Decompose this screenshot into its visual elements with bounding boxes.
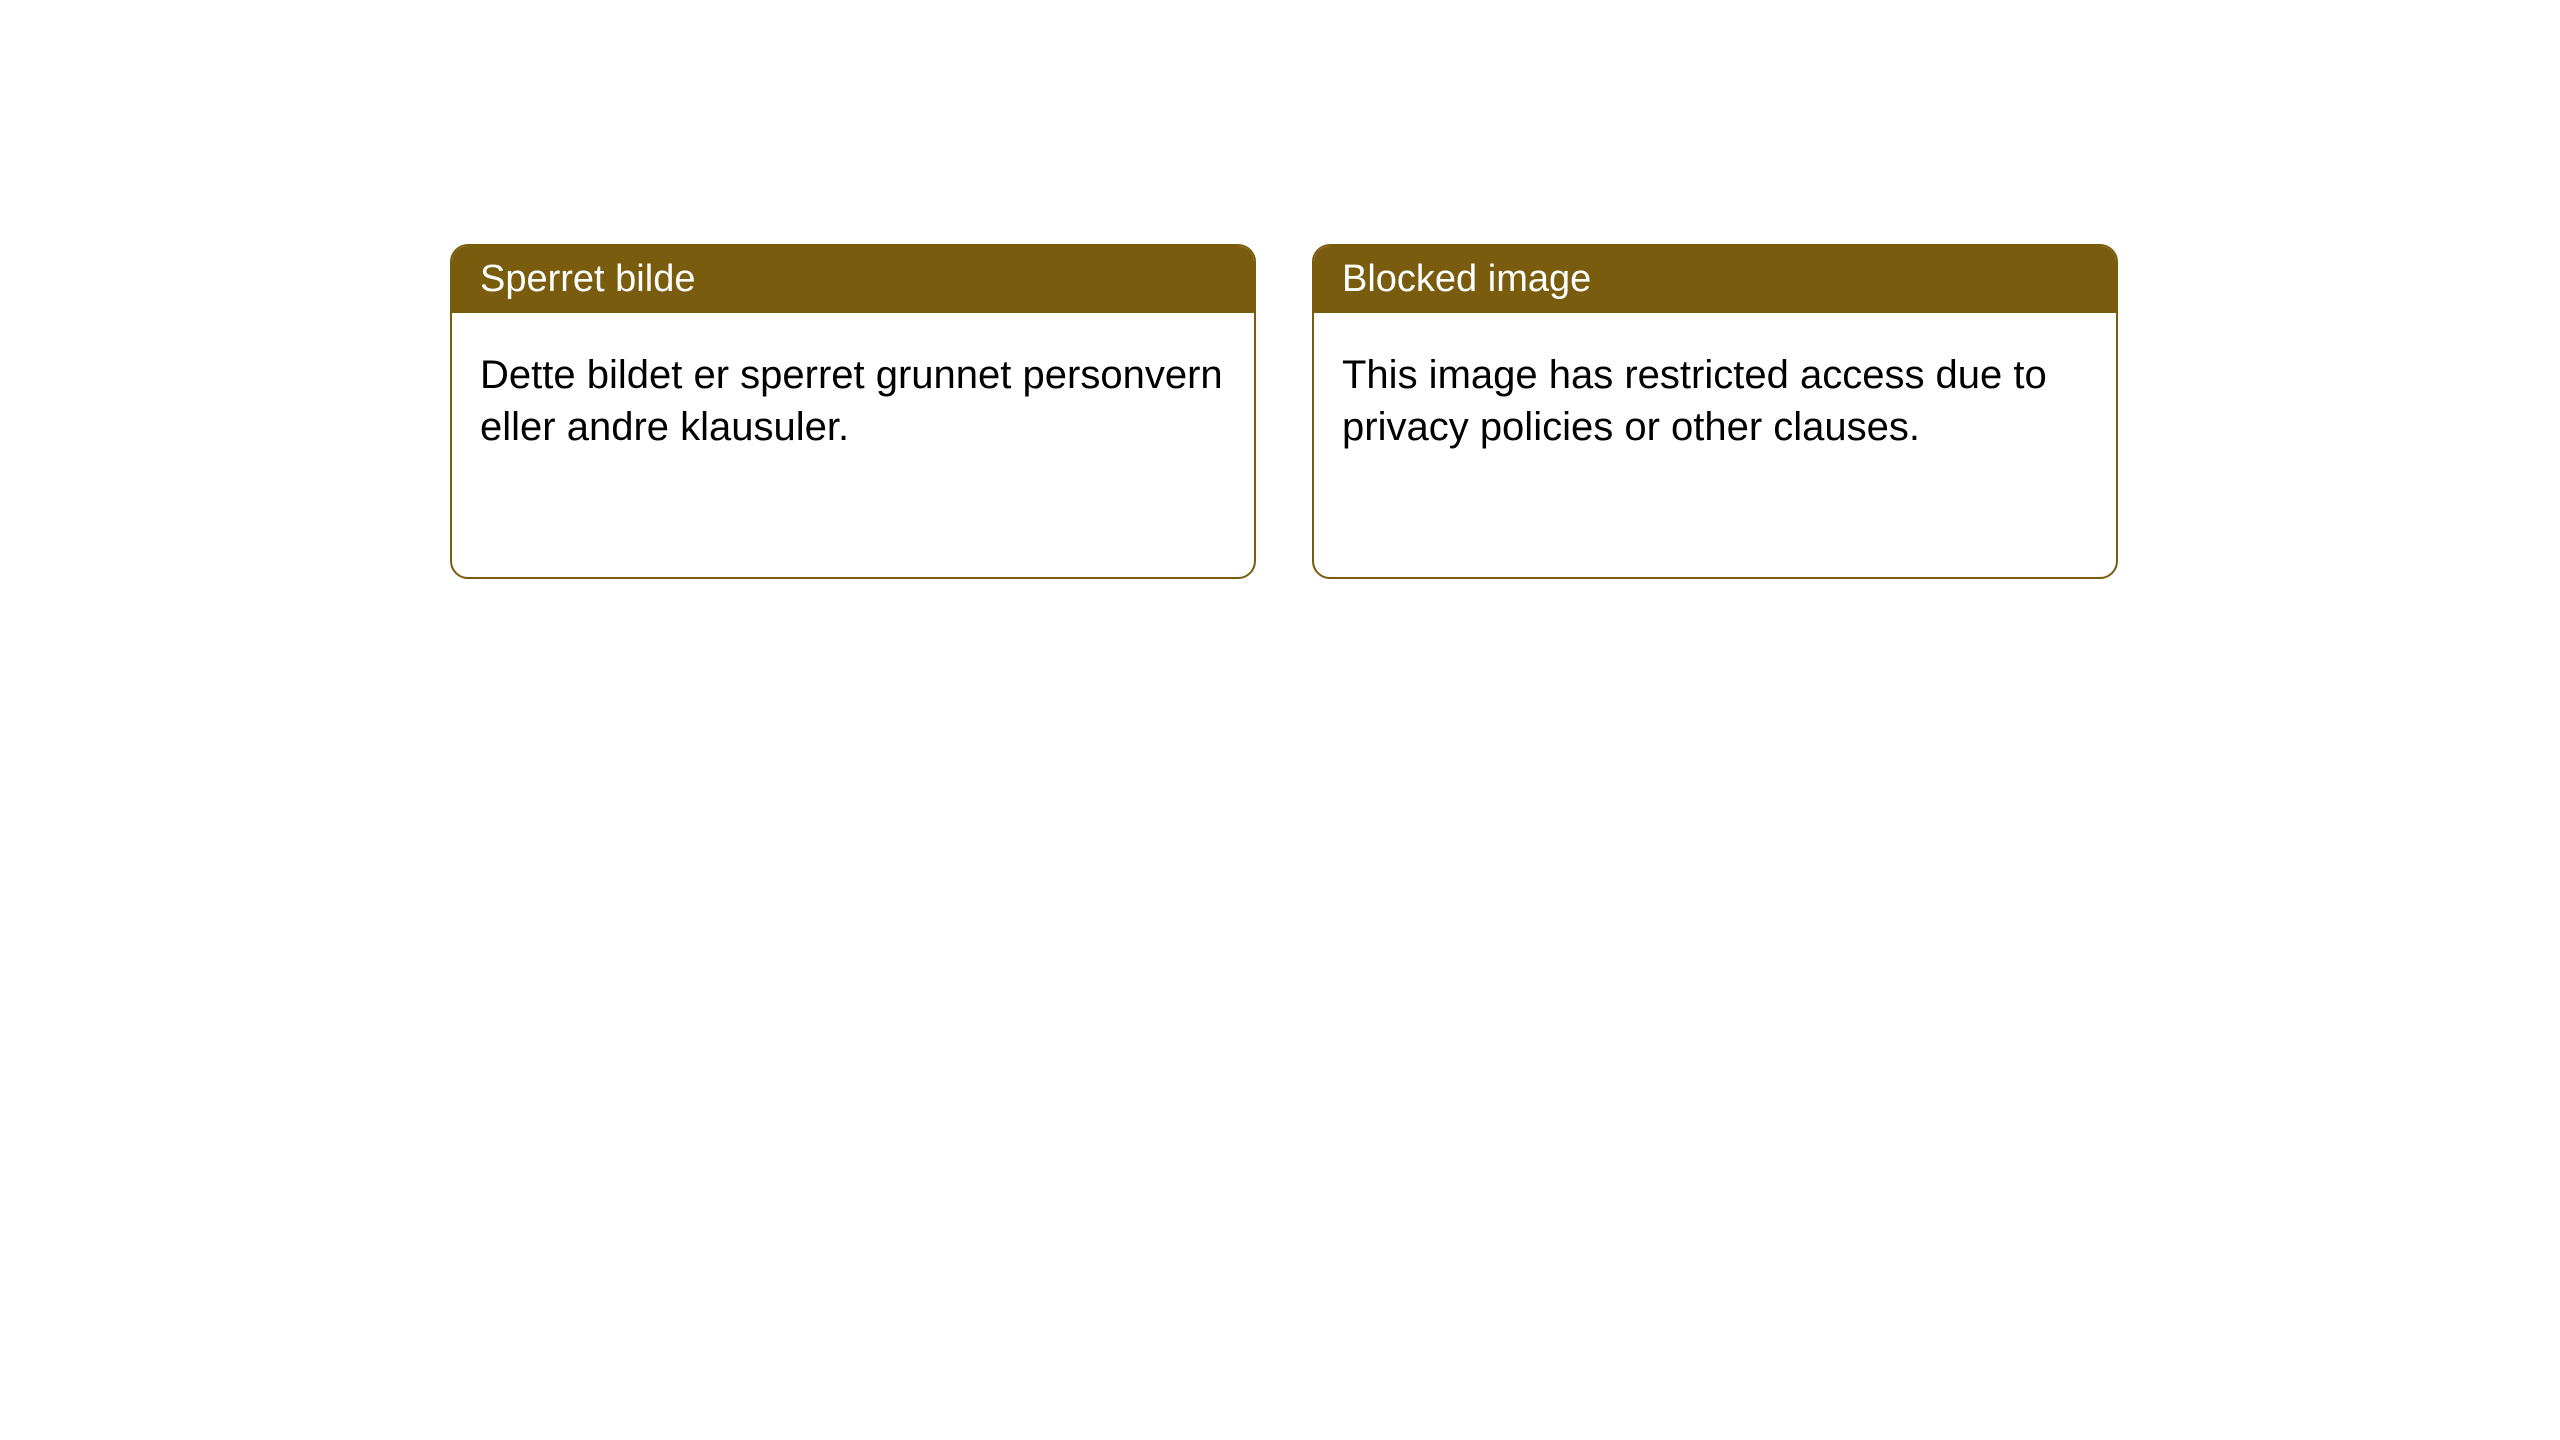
notice-cards-container: Sperret bilde Dette bildet er sperret gr… bbox=[450, 244, 2118, 579]
notice-card-english: Blocked image This image has restricted … bbox=[1312, 244, 2118, 579]
card-body-text: Dette bildet er sperret grunnet personve… bbox=[452, 313, 1254, 489]
notice-card-norwegian: Sperret bilde Dette bildet er sperret gr… bbox=[450, 244, 1256, 579]
card-header-title: Blocked image bbox=[1314, 246, 2116, 313]
card-body-text: This image has restricted access due to … bbox=[1314, 313, 2116, 489]
card-header-title: Sperret bilde bbox=[452, 246, 1254, 313]
